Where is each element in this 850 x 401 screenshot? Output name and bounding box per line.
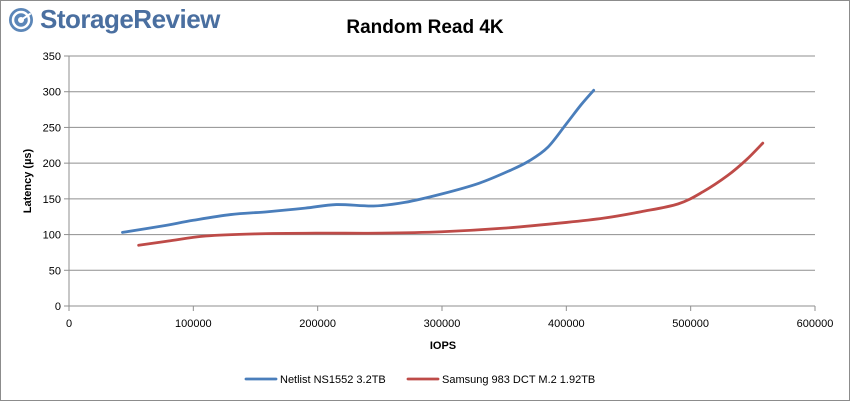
- y-axis-label: Latency (µs): [22, 148, 34, 213]
- y-tick-label: 200: [43, 158, 61, 170]
- axes: [64, 55, 816, 311]
- y-tick-labels: 0 50 100 150 200 250 300 350: [43, 51, 61, 313]
- y-tick-label: 250: [43, 122, 61, 134]
- brand-name: StorageReview: [40, 4, 220, 34]
- series-line-1: [121, 88, 596, 234]
- y-tick-label: 0: [55, 301, 61, 313]
- y-tick-label: 150: [43, 194, 61, 206]
- chart-title: Random Read 4K: [346, 17, 504, 38]
- brand-logo: StorageReview: [8, 4, 220, 35]
- y-tick-label: 300: [43, 87, 61, 99]
- x-axis-label: IOPS: [430, 340, 456, 352]
- x-tick-label: 200000: [299, 318, 336, 330]
- legend-label-2: Samsung 983 DCT M.2 1.92TB: [442, 374, 595, 386]
- storagereview-logo-icon: [9, 7, 33, 32]
- legend: Netlist NS1552 3.2TB Samsung 983 DCT M.2 …: [244, 374, 595, 386]
- x-tick-label: 0: [66, 318, 72, 330]
- y-tick-label: 100: [43, 230, 61, 242]
- x-tick-label: 500000: [672, 318, 709, 330]
- x-tick-label: 300000: [424, 318, 461, 330]
- legend-label-1: Netlist NS1552 3.2TB: [280, 374, 386, 386]
- y-tick-label: 50: [49, 265, 61, 277]
- x-tick-label: 600000: [797, 318, 834, 330]
- x-tick-labels: 0 100000 200000 300000 400000 500000 600000: [66, 318, 833, 330]
- series-line-2: [137, 141, 765, 247]
- series-lines: [121, 88, 765, 247]
- x-tick-label: 100000: [175, 318, 212, 330]
- y-tick-label: 350: [43, 51, 61, 63]
- x-tick-label: 400000: [548, 318, 585, 330]
